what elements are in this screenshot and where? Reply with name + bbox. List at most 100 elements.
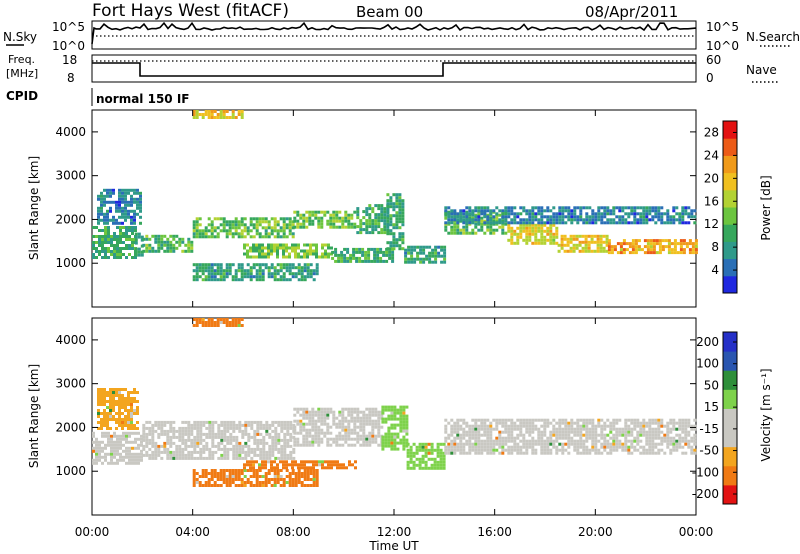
data-cell — [459, 448, 463, 452]
data-cell — [513, 421, 517, 425]
data-cell — [353, 422, 357, 426]
data-cell — [309, 263, 313, 267]
data-cell — [166, 240, 170, 244]
data-cell — [450, 427, 454, 431]
data-cell — [187, 237, 191, 241]
data-cell — [572, 237, 576, 241]
data-cell — [249, 266, 253, 270]
data-cell — [127, 427, 130, 430]
data-cell — [534, 424, 538, 428]
data-cell — [486, 225, 490, 229]
data-cell — [342, 466, 345, 470]
data-cell — [624, 442, 628, 446]
data-cell — [447, 451, 451, 455]
data-cell — [447, 421, 451, 425]
data-cell — [136, 206, 139, 210]
data-cell — [687, 439, 691, 443]
data-cell — [282, 229, 286, 233]
data-cell — [572, 246, 576, 250]
data-cell — [201, 278, 205, 282]
data-cell — [356, 225, 360, 229]
data-cell — [321, 252, 324, 256]
data-cell — [169, 240, 173, 244]
data-cell — [217, 423, 221, 427]
data-cell — [504, 209, 508, 213]
data-cell — [552, 439, 556, 443]
data-cell — [210, 223, 214, 227]
data-cell — [648, 451, 652, 455]
data-cell — [504, 212, 508, 216]
data-cell — [525, 421, 529, 425]
data-cell — [561, 218, 565, 222]
data-cell — [690, 445, 694, 449]
data-cell — [477, 430, 481, 434]
data-cell — [130, 215, 133, 219]
data-cell — [237, 223, 241, 227]
data-cell — [213, 321, 217, 324]
data-cell — [549, 238, 553, 242]
data-cell — [597, 206, 601, 210]
data-cell — [308, 428, 312, 432]
data-cell — [219, 110, 223, 113]
data-cell — [456, 218, 460, 222]
data-cell — [195, 263, 199, 267]
data-cell — [195, 116, 199, 119]
data-cell — [276, 269, 280, 273]
data-cell — [399, 429, 403, 433]
data-cell — [332, 413, 336, 417]
data-cell — [101, 250, 104, 253]
data-cell — [207, 269, 211, 273]
data-cell — [106, 406, 109, 409]
data-cell — [678, 218, 682, 222]
data-cell — [151, 234, 155, 238]
data-cell — [510, 226, 514, 230]
data-cell — [436, 454, 440, 458]
data-cell — [669, 436, 673, 440]
data-cell — [567, 424, 571, 428]
data-cell — [409, 448, 413, 452]
data-cell — [238, 456, 242, 460]
data-cell — [133, 409, 136, 412]
data-cell — [390, 444, 394, 448]
data-cell — [323, 410, 327, 414]
data-cell — [276, 466, 279, 470]
data-cell — [365, 437, 369, 441]
data-cell — [627, 451, 631, 455]
data-cell — [163, 444, 167, 448]
data-cell — [302, 216, 306, 220]
data-cell — [252, 275, 256, 279]
data-cell — [646, 251, 650, 255]
data-cell — [255, 475, 259, 478]
colorbar-tick-label: 15 — [704, 400, 719, 414]
data-cell — [271, 441, 275, 445]
data-cell — [578, 240, 582, 244]
data-cell — [359, 219, 363, 223]
data-cell — [241, 423, 245, 427]
data-cell — [324, 466, 327, 470]
data-cell — [439, 457, 443, 461]
data-cell — [296, 225, 300, 229]
data-cell — [359, 443, 363, 447]
data-cell — [495, 418, 499, 422]
data-cell — [109, 218, 112, 222]
data-cell — [273, 246, 276, 250]
data-cell — [106, 200, 109, 204]
data-cell — [655, 242, 659, 246]
data-cell — [166, 453, 170, 457]
data-cell — [465, 231, 469, 235]
data-cell — [202, 450, 206, 454]
data-cell — [213, 469, 217, 472]
data-cell — [681, 421, 685, 425]
data-cell — [238, 450, 242, 454]
data-cell — [264, 220, 268, 224]
data-cell — [649, 251, 653, 255]
data-cell — [507, 451, 511, 455]
data-cell — [537, 223, 541, 227]
data-cell — [663, 433, 667, 437]
data-cell — [286, 423, 290, 427]
data-cell — [362, 428, 366, 432]
data-cell — [501, 448, 505, 452]
data-cell — [92, 235, 95, 238]
data-cell — [308, 219, 312, 223]
data-cell — [534, 448, 538, 452]
